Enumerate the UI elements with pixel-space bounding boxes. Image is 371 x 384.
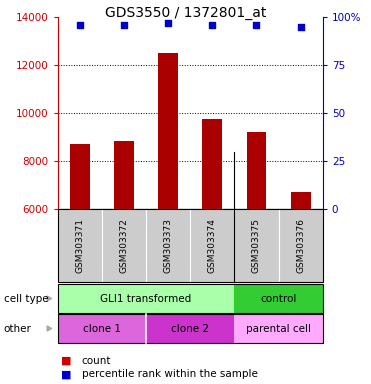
Text: other: other: [4, 323, 32, 334]
Text: GSM303374: GSM303374: [208, 218, 217, 273]
Bar: [70, 144, 89, 353]
Point: [298, 24, 303, 30]
Text: ■: ■: [61, 369, 72, 379]
Bar: [114, 141, 134, 353]
Bar: [158, 53, 178, 353]
Text: GDS3550 / 1372801_at: GDS3550 / 1372801_at: [105, 6, 266, 20]
Text: GSM303375: GSM303375: [252, 218, 261, 273]
Text: GLI1 transformed: GLI1 transformed: [100, 293, 191, 304]
Text: clone 1: clone 1: [83, 323, 121, 334]
Text: percentile rank within the sample: percentile rank within the sample: [82, 369, 257, 379]
Text: control: control: [260, 293, 297, 304]
Text: GSM303373: GSM303373: [164, 218, 173, 273]
Text: GSM303372: GSM303372: [119, 218, 128, 273]
Point: [253, 22, 259, 28]
Text: clone 2: clone 2: [171, 323, 209, 334]
Bar: [291, 192, 311, 353]
Text: GSM303371: GSM303371: [75, 218, 84, 273]
Text: GSM303376: GSM303376: [296, 218, 305, 273]
Text: ■: ■: [61, 356, 72, 366]
Bar: [246, 132, 266, 353]
Point: [77, 22, 83, 28]
Text: cell type: cell type: [4, 293, 48, 304]
Bar: [202, 119, 222, 353]
Point: [209, 22, 215, 28]
Point: [121, 22, 127, 28]
Text: parental cell: parental cell: [246, 323, 311, 334]
Point: [165, 20, 171, 26]
Text: count: count: [82, 356, 111, 366]
